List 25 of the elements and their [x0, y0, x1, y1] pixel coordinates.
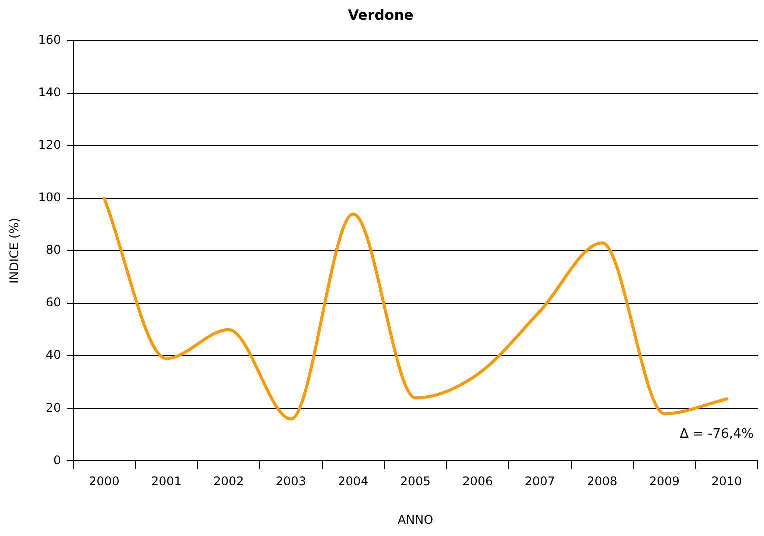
x-tick-label: 2009 — [649, 474, 680, 489]
x-tick-label: 2001 — [151, 474, 182, 489]
x-tick-label: 2005 — [400, 474, 431, 489]
y-tick-label: 40 — [46, 348, 62, 362]
x-axis-title: ANNO — [398, 512, 434, 527]
x-tick-label: 2002 — [214, 474, 244, 489]
y-tick-label: 20 — [46, 400, 62, 415]
x-tick-label: 2003 — [276, 474, 306, 489]
x-tick-label: 2006 — [462, 474, 494, 489]
x-tick-label: 2007 — [524, 474, 556, 489]
x-tick-label: 2008 — [587, 474, 618, 489]
y-tick-label: 80 — [46, 243, 62, 258]
y-tick-label: 100 — [38, 190, 62, 205]
y-tick-label: 160 — [38, 32, 62, 47]
line-series — [102, 196, 728, 421]
y-tick-label: 140 — [38, 85, 62, 100]
x-tick-label: 2000 — [89, 474, 120, 489]
y-axis-title: INDICE (%) — [7, 218, 22, 284]
x-tick-label: 2010 — [712, 474, 742, 489]
y-tick-label: 0 — [54, 453, 62, 468]
y-tick-label: 120 — [38, 138, 62, 152]
annotation: Δ = -76,4% — [680, 427, 754, 442]
y-tick-label: 60 — [46, 296, 62, 310]
chart-title: Verdone — [348, 8, 414, 24]
x-tick-label: 2004 — [338, 474, 369, 489]
